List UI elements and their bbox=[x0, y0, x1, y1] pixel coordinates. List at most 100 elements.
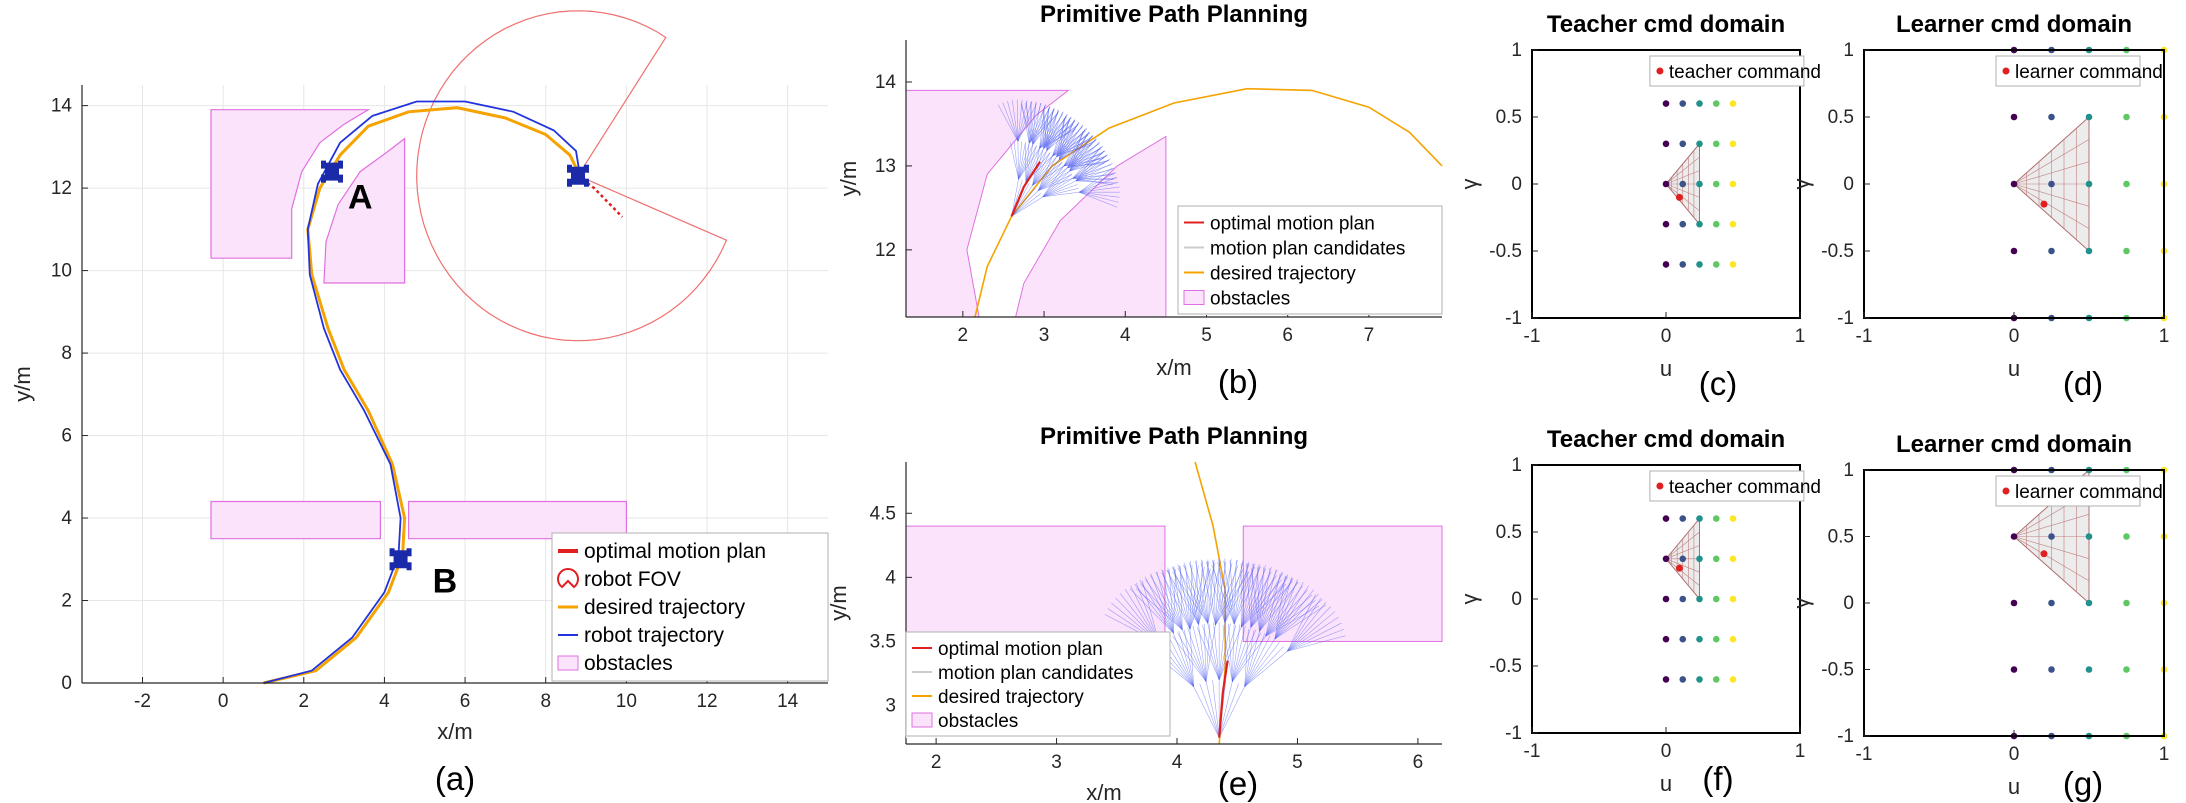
y-tick-label: 10 bbox=[51, 261, 72, 282]
command-grid-point bbox=[2085, 599, 2093, 607]
command-grid-point bbox=[1696, 595, 1703, 603]
command-grid-point bbox=[1712, 555, 1720, 563]
motion-plan-candidate bbox=[1072, 159, 1110, 179]
motion-plan-candidate bbox=[1134, 583, 1174, 634]
y-tick-label: 14 bbox=[875, 72, 897, 93]
y-tick-label: 3 bbox=[885, 696, 896, 717]
motion-plan-candidate bbox=[1168, 569, 1174, 634]
y-tick-label: -1 bbox=[1505, 723, 1522, 744]
legend-swatch bbox=[1183, 290, 1205, 305]
command-grid-point bbox=[1729, 676, 1737, 683]
command-grid-point bbox=[1679, 140, 1687, 148]
x-tick-label: 5 bbox=[1292, 752, 1303, 773]
motion-plan-candidate bbox=[1224, 561, 1244, 623]
motion-plan-candidate bbox=[1250, 576, 1289, 628]
panel-title: Teacher cmd domain bbox=[1547, 11, 1785, 38]
robot-wheel bbox=[406, 548, 412, 557]
motion-plan-candidate bbox=[1287, 622, 1342, 652]
motion-plan-candidate bbox=[1240, 568, 1266, 628]
command-grid-point bbox=[1712, 676, 1720, 683]
motion-plan-candidate bbox=[1150, 573, 1174, 634]
x-tick-label: 7 bbox=[1364, 325, 1375, 346]
motion-plan-candidate bbox=[1043, 106, 1050, 149]
motion-plan-candidate bbox=[1173, 569, 1176, 634]
motion-plan-candidate bbox=[1167, 569, 1191, 630]
y-tick-label: -0.5 bbox=[1821, 660, 1854, 681]
legend: learner command bbox=[1995, 475, 2163, 507]
motion-plan-candidate bbox=[1287, 601, 1327, 652]
motion-plan-candidate bbox=[1042, 180, 1077, 198]
obstacle bbox=[1242, 525, 1443, 642]
legend-label: motion plan candidates bbox=[938, 663, 1133, 684]
motion-plan-candidate bbox=[1198, 624, 1207, 682]
motion-plan-candidate bbox=[1156, 571, 1174, 634]
command-grid-point bbox=[1679, 220, 1687, 228]
motion-plan-candidate bbox=[1025, 145, 1037, 182]
robot-wheel bbox=[583, 178, 589, 187]
command-grid-point bbox=[1696, 180, 1703, 188]
motion-plan-candidate bbox=[1063, 139, 1097, 167]
legend-box bbox=[905, 631, 1171, 737]
legend-box bbox=[1995, 55, 2141, 87]
robot-marker bbox=[321, 160, 344, 183]
motion-plan-candidate bbox=[1224, 559, 1238, 623]
robot-wheel bbox=[338, 160, 344, 169]
y-tick-label: 4 bbox=[885, 567, 896, 588]
robot-wheel bbox=[321, 174, 327, 183]
robot-wheel bbox=[338, 174, 344, 183]
motion-plan-candidate bbox=[1072, 177, 1114, 186]
motion-plan-candidate bbox=[1043, 121, 1075, 149]
motion-plan-candidate bbox=[1028, 101, 1032, 144]
x-tick-label: 2 bbox=[958, 325, 969, 346]
command-grid-point bbox=[1712, 515, 1720, 522]
y-axis-label: γ bbox=[1789, 179, 1814, 190]
motion-plan-candidate bbox=[1218, 627, 1242, 681]
legend-label: desired trajectory bbox=[1210, 264, 1356, 285]
motion-plan-candidate bbox=[1052, 115, 1067, 156]
motion-plan-candidate bbox=[1079, 191, 1118, 208]
motion-plan-candidate bbox=[1032, 159, 1060, 186]
command-point bbox=[1675, 193, 1683, 201]
x-tick-label: 0 bbox=[2009, 744, 2020, 765]
x-tick-label: -1 bbox=[1524, 326, 1541, 347]
command-grid-point bbox=[1696, 635, 1703, 643]
motion-plan-candidate bbox=[1038, 164, 1066, 191]
command-grid-point bbox=[1679, 261, 1687, 268]
motion-plan-candidate bbox=[1183, 564, 1209, 624]
command-grid-point bbox=[2085, 113, 2093, 121]
motion-plan-candidate bbox=[1287, 597, 1322, 652]
x-tick-label: 6 bbox=[1413, 752, 1424, 773]
data-layer: AB bbox=[210, 10, 728, 685]
y-tick-label: -0.5 bbox=[1489, 241, 1522, 262]
motion-plan-candidate bbox=[1244, 638, 1276, 687]
motion-plan-candidate bbox=[1021, 101, 1030, 144]
legend-label: optimal motion plan bbox=[1210, 214, 1375, 235]
y-axis-label: y/m bbox=[826, 585, 851, 620]
x-tick-label: 10 bbox=[616, 691, 637, 712]
motion-plan-candidate bbox=[1079, 181, 1119, 193]
axes: -1 0 1 -1 -0.5 0 0.5 1 u γ Teacher cmd domain bbox=[1457, 426, 1805, 796]
motion-plan-candidate bbox=[1241, 584, 1287, 628]
robot-wheel bbox=[321, 160, 327, 169]
x-tick-label: 4 bbox=[379, 691, 390, 712]
motion-plan-candidate bbox=[1196, 560, 1199, 625]
motion-plan-candidate bbox=[1240, 564, 1255, 628]
motion-plan-candidate bbox=[1223, 560, 1235, 625]
command-grid-point bbox=[1662, 100, 1670, 107]
legend-label: optimal motion plan bbox=[938, 639, 1103, 660]
command-grid-point bbox=[1729, 180, 1737, 188]
motion-plan-candidate bbox=[1056, 117, 1071, 157]
command-grid-point bbox=[2048, 247, 2055, 255]
legend-box bbox=[1995, 475, 2141, 507]
motion-plan-candidate bbox=[1265, 589, 1308, 637]
panel-caption: (f) bbox=[1702, 760, 1733, 797]
motion-plan-candidate bbox=[1032, 165, 1065, 186]
panel-b: 2 3 4 5 6 7 12 13 14 x/m y/m Primitive Path Plannin… bbox=[836, 1, 1443, 400]
obstacle bbox=[905, 525, 1166, 642]
motion-plan-candidate bbox=[1240, 563, 1248, 628]
command-grid-point bbox=[2048, 599, 2055, 607]
motion-plan-candidate bbox=[1287, 635, 1346, 652]
command-point bbox=[2040, 550, 2048, 558]
y-axis-label: y/m bbox=[836, 161, 861, 196]
